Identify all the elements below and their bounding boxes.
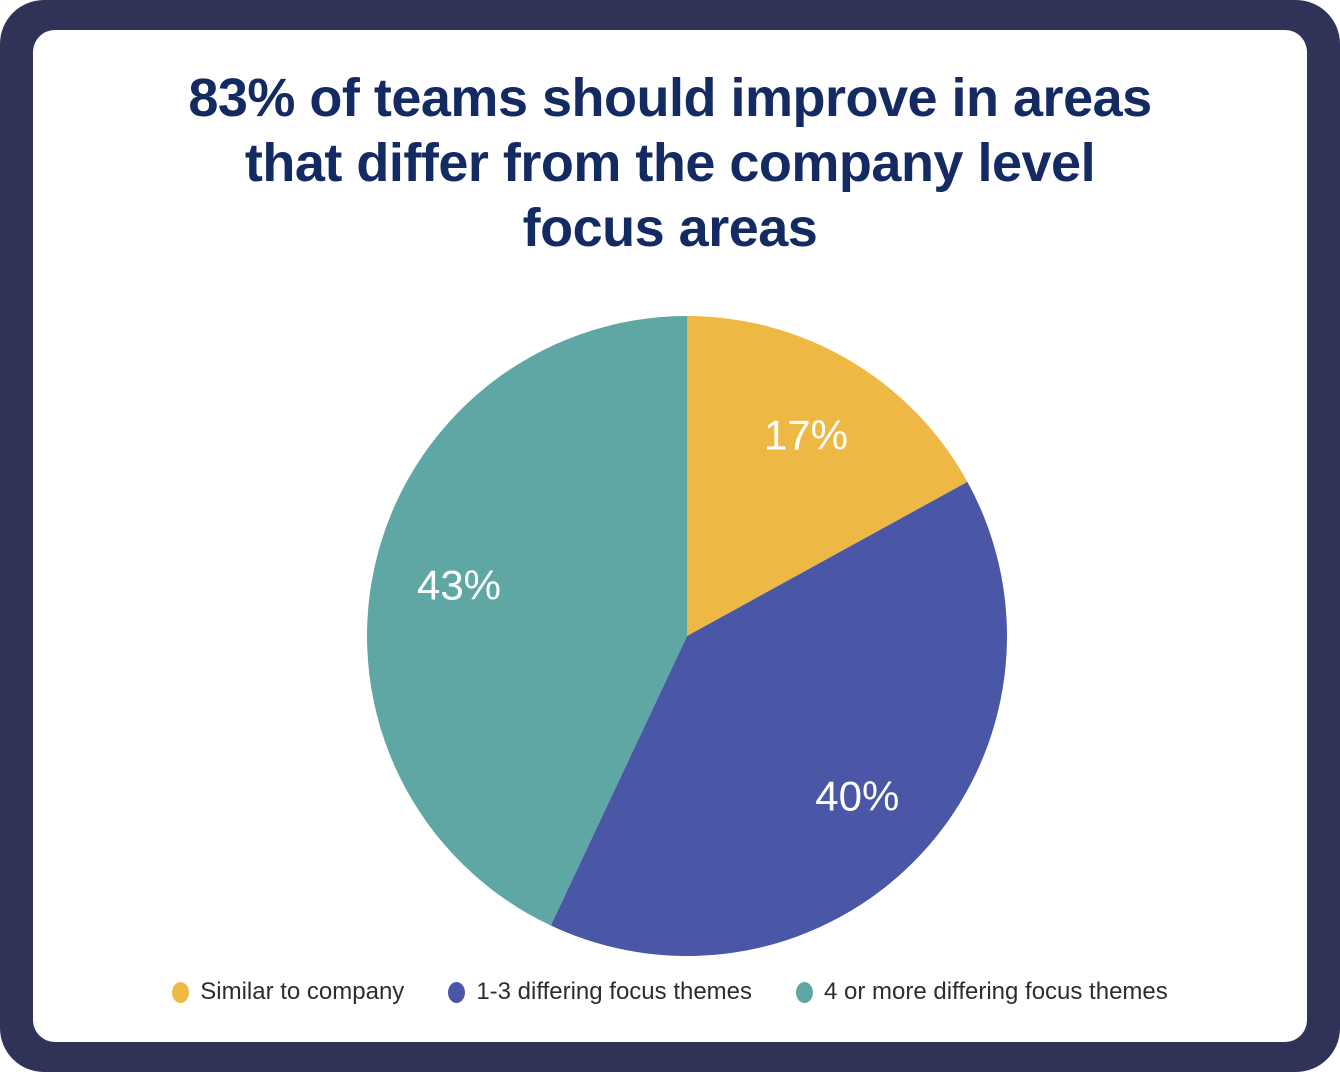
legend-swatch-icon [448,981,466,1003]
legend-label: 4 or more differing focus themes [824,978,1168,1006]
legend-item-1-3-differing: 1-3 differing focus themes [448,978,752,1006]
pie-slice-label: 17% [764,412,848,459]
chart-title-line-3: focus areas [522,197,818,258]
pie-svg: 17% 40% 43% [367,316,1007,957]
pie-slice-label: 43% [417,562,501,609]
chart-card: 83% of teams should improve in areas tha… [33,30,1307,1042]
pie-slice [687,316,968,637]
pie-slice-label: 40% [815,773,899,820]
legend-item-similar-to-company: Similar to company [172,978,404,1006]
legend-item-4-or-more-differing: 4 or more differing focus themes [796,978,1168,1006]
pie-slice [367,316,687,926]
chart-title-line-1: 83% of teams should improve in areas [188,68,1152,128]
pie-slice [550,482,1007,957]
legend-label: 1-3 differing focus themes [476,978,753,1006]
legend-swatch-icon [172,981,190,1003]
legend-swatch-icon [796,981,814,1003]
chart-legend: Similar to company 1-3 differing focus t… [172,978,1168,1006]
chart-title: 83% of teams should improve in areas tha… [188,66,1152,260]
chart-title-line-2: that differ from the company level [244,132,1096,193]
legend-label: Similar to company [200,978,405,1006]
pie-chart: 17% 40% 43% [367,316,1007,957]
